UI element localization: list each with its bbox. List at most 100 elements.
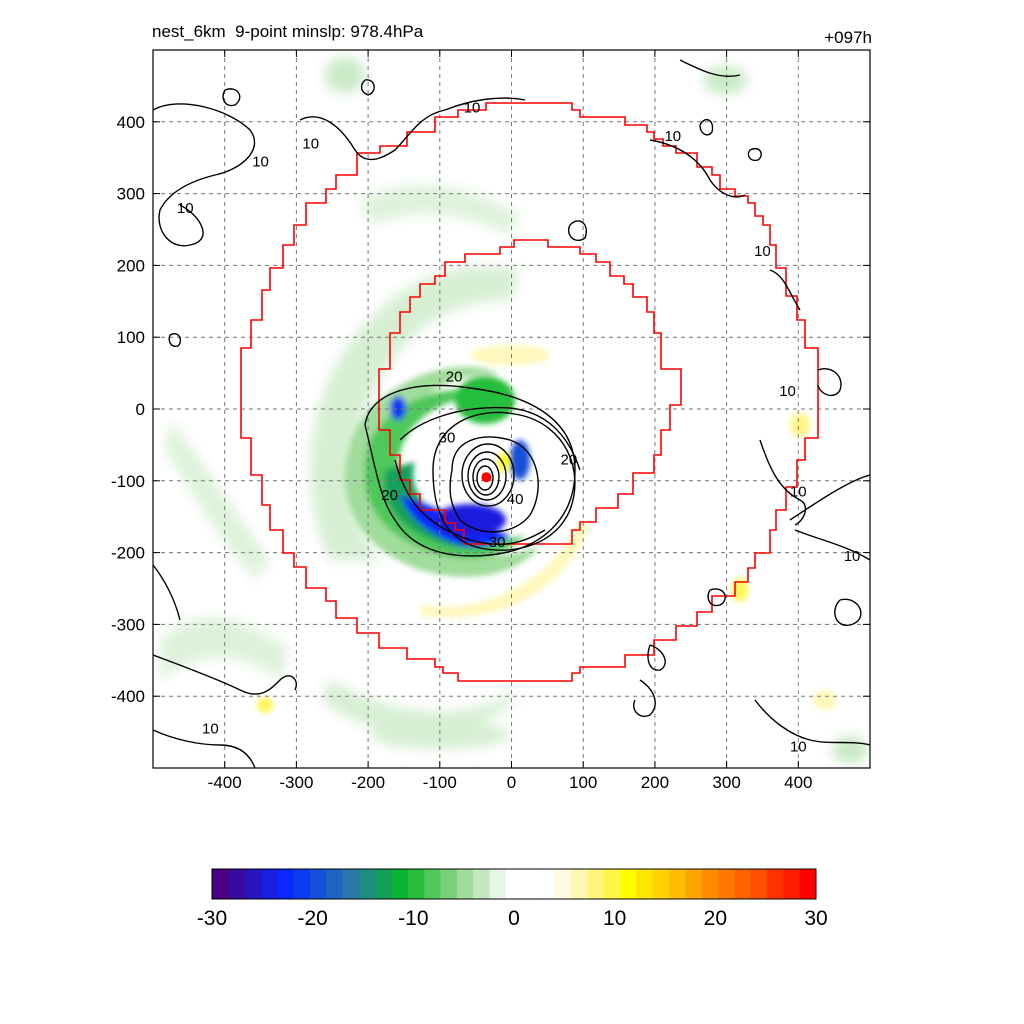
positive-patch-southeast	[732, 578, 748, 602]
colorbar-swatch	[571, 869, 588, 899]
contour-label: 10	[754, 243, 771, 260]
colorbar-swatch	[212, 869, 229, 899]
x-tick-label: 300	[712, 773, 740, 792]
contour-30-outer	[394, 459, 546, 545]
contour-label: 30	[439, 430, 456, 447]
outer-domain-boundary	[240, 102, 819, 682]
contour-swirl	[399, 406, 581, 471]
field-patch-north	[325, 57, 365, 93]
contour-label: 10	[779, 383, 796, 400]
colorbar-swatch	[424, 869, 442, 899]
colorbar-swatch	[456, 869, 474, 899]
y-tick-label: -300	[111, 615, 145, 634]
colorbar-swatch	[652, 869, 670, 899]
contour-40	[449, 436, 539, 533]
contour-10-south	[153, 729, 256, 768]
contour-10-nw-small	[222, 88, 241, 107]
contour-10-east-small	[747, 148, 762, 162]
field-patch-southeast	[832, 736, 868, 764]
eyewall-green-north	[455, 376, 515, 424]
contour-10-se5	[707, 588, 726, 607]
contour-label: 10	[790, 484, 807, 501]
domain-boundaries	[240, 102, 819, 682]
contour-10-nw	[153, 103, 256, 247]
gridlines: -400 -300 -200 -100 0 100 200 300 40040030020010…	[111, 49, 871, 792]
contour-10-north-small2	[360, 79, 375, 96]
colorbar-swatch	[489, 869, 507, 899]
contour-10-north-small	[568, 220, 587, 242]
contour-inner-3	[467, 451, 507, 501]
x-tick-label: -300	[279, 773, 313, 792]
colorbar-swatch	[701, 869, 719, 899]
contour-label: 10	[844, 548, 861, 565]
x-tick-label: 400	[784, 773, 812, 792]
contour-10-se3	[633, 679, 656, 717]
positive-patch-north	[470, 345, 550, 365]
colorbar-tick-label: 10	[603, 907, 626, 930]
x-tick-label: 100	[569, 773, 597, 792]
y-tick-label: 400	[117, 113, 145, 132]
colorbar-swatch	[375, 869, 393, 899]
colorbar-swatch	[473, 869, 491, 899]
field-band-west	[165, 420, 270, 580]
contour-label: 10	[790, 738, 807, 755]
contour-10-ne-corner	[679, 59, 741, 77]
y-tick-label: 300	[117, 185, 145, 204]
colorbar-swatch	[538, 869, 556, 899]
colorbar-swatch	[293, 869, 311, 899]
contour-10-south-se	[754, 699, 870, 746]
contour-30	[432, 411, 576, 551]
contour-inner-4	[461, 443, 515, 507]
colorbar-tick-label: -30	[197, 907, 227, 930]
colorbar-swatch	[522, 869, 539, 899]
contour-10-east3	[759, 439, 807, 526]
colorbar-swatch	[799, 869, 817, 899]
colorbar-swatch	[554, 869, 572, 899]
contour-inner-2	[472, 458, 500, 496]
contour-label: 10	[252, 153, 269, 170]
x-tick-label: 200	[641, 773, 669, 792]
y-tick-label: -400	[111, 687, 145, 706]
colorbar-swatch	[309, 869, 327, 899]
contour-10-se4	[647, 644, 666, 671]
colorbar-frame	[211, 868, 817, 900]
colorbar-swatch	[636, 869, 654, 899]
contour-label: 20	[561, 451, 578, 468]
colorbar-swatch	[244, 869, 262, 899]
forecast-hour-label: +097h	[824, 28, 872, 47]
rainband-core-ne	[434, 504, 506, 536]
field-band-outer-swirl	[310, 266, 520, 560]
storm-center-marker	[481, 472, 492, 483]
contour-label: 10	[664, 128, 681, 145]
eyewall-blue-east	[510, 440, 530, 480]
colorbar-tick-label: 20	[704, 907, 727, 930]
contour-label: 30	[489, 534, 506, 551]
contour-label: 10	[177, 200, 194, 217]
colorbar-swatch	[326, 869, 344, 899]
positive-patch-east	[790, 413, 810, 437]
y-tick-label: -100	[111, 472, 145, 491]
field-band-southwest	[160, 617, 290, 680]
colorbar-swatch	[260, 869, 278, 899]
contour-label: 20	[381, 487, 398, 504]
colorbar-swatch	[669, 869, 686, 899]
colorbar-swatch	[228, 869, 246, 899]
contour-label: 10	[464, 99, 481, 116]
colorbar-swatch	[767, 869, 784, 899]
colorbar-tick-label: 30	[804, 907, 827, 930]
x-tick-label: -200	[351, 773, 385, 792]
contour-label: 20	[446, 369, 463, 386]
colorbar-swatch	[277, 869, 295, 899]
colorbar-swatch	[342, 869, 360, 899]
colorbar-swatch	[750, 869, 768, 899]
plot-frame	[152, 49, 871, 769]
x-tick-label: 0	[507, 773, 516, 792]
eyewall-blue-spot	[390, 396, 406, 420]
contour-20	[364, 384, 576, 557]
colorbar-swatch	[718, 869, 735, 899]
colorbar-tick-label: -20	[297, 907, 327, 930]
colorbar-swatch	[734, 869, 752, 899]
x-tick-label: -100	[423, 773, 457, 792]
contour-label: 10	[202, 721, 219, 738]
colorbar-swatch	[685, 869, 703, 899]
